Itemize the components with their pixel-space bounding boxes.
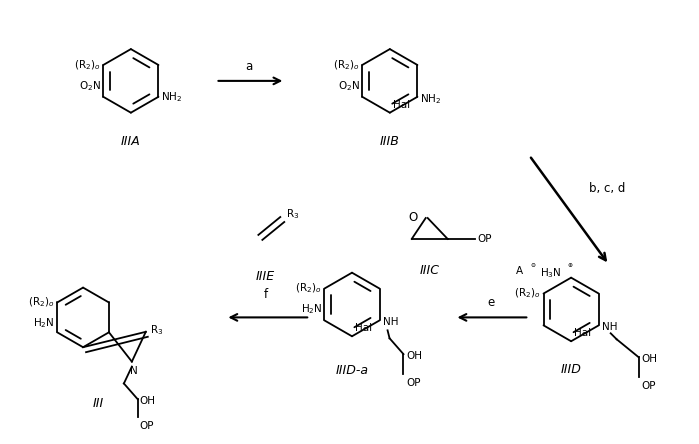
Text: Hal: Hal	[393, 100, 410, 110]
Text: IIIB: IIIB	[380, 135, 400, 147]
Text: $^\oplus$: $^\oplus$	[566, 262, 574, 271]
Text: (R$_2$)$_o$: (R$_2$)$_o$	[295, 282, 322, 295]
Text: OP: OP	[140, 421, 154, 431]
Text: OP: OP	[642, 381, 656, 391]
Text: OH: OH	[642, 354, 658, 364]
Text: A: A	[516, 266, 523, 276]
Text: $^\ominus$: $^\ominus$	[529, 262, 537, 271]
Text: O$_2$N: O$_2$N	[80, 79, 101, 93]
Text: (R$_2$)$_o$: (R$_2$)$_o$	[333, 58, 359, 72]
Text: (R$_2$)$_o$: (R$_2$)$_o$	[73, 58, 100, 72]
Text: Hal: Hal	[355, 323, 372, 333]
Text: IIIA: IIIA	[121, 135, 140, 147]
Text: (R$_2$)$_o$: (R$_2$)$_o$	[514, 287, 540, 300]
Text: H$_2$N: H$_2$N	[33, 317, 55, 330]
Text: R$_3$: R$_3$	[287, 207, 300, 221]
Text: O$_2$N: O$_2$N	[338, 79, 360, 93]
Text: H$_2$N: H$_2$N	[301, 303, 322, 317]
Text: NH$_2$: NH$_2$	[420, 92, 442, 106]
Text: NH$_2$: NH$_2$	[161, 90, 182, 104]
Text: NH: NH	[382, 317, 398, 327]
Text: (R$_2$)$_o$: (R$_2$)$_o$	[28, 296, 55, 309]
Text: IIID: IIID	[561, 363, 582, 376]
Text: Hal: Hal	[574, 328, 591, 338]
Text: H$_3$N: H$_3$N	[540, 266, 562, 280]
Text: IIIE: IIIE	[256, 270, 275, 283]
Text: OP: OP	[407, 378, 421, 388]
Text: N: N	[130, 365, 138, 376]
Text: IIID-a: IIID-a	[336, 364, 368, 377]
Text: IIIC: IIIC	[419, 264, 440, 277]
Text: a: a	[245, 60, 252, 73]
Text: OH: OH	[407, 351, 422, 361]
Text: OP: OP	[477, 234, 492, 244]
Text: III: III	[92, 397, 103, 410]
Text: O: O	[408, 210, 418, 223]
Text: f: f	[264, 288, 268, 301]
Text: NH: NH	[602, 322, 617, 333]
Text: b, c, d: b, c, d	[589, 182, 626, 195]
Text: OH: OH	[140, 396, 156, 406]
Text: e: e	[488, 297, 495, 309]
Text: R$_3$: R$_3$	[150, 323, 163, 337]
